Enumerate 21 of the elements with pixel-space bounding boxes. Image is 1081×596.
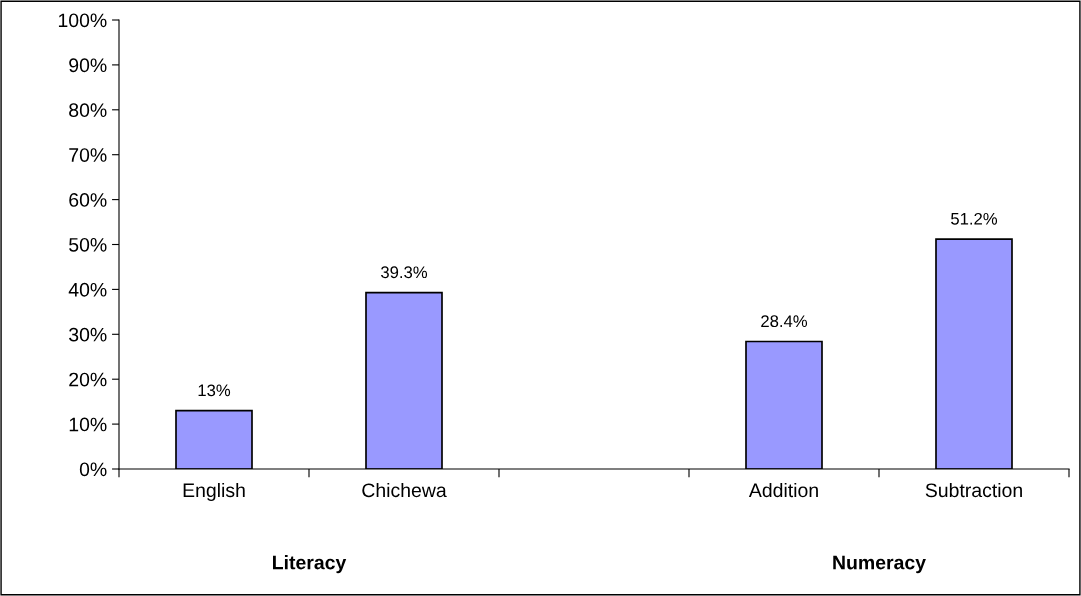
y-tick-label: 0% [79, 462, 107, 477]
data-label: 51.2% [951, 212, 998, 225]
x-tick-label: Chichewa [362, 482, 447, 498]
y-tick-label: 90% [69, 58, 107, 73]
y-tick-label: 30% [69, 327, 107, 342]
y-tick-label: 40% [68, 282, 107, 297]
x-tick-label: Addition [748, 482, 818, 498]
data-label: 13% [198, 384, 231, 397]
y-tick-label: 70% [69, 148, 107, 162]
y-tick-label: 20% [69, 372, 107, 387]
x-tick-label: Subtraction [925, 482, 1022, 498]
y-tick-label: 50% [69, 237, 107, 252]
data-label: 39.3% [381, 266, 428, 279]
text: Numeracy [833, 555, 926, 574]
data-label: 28.4% [761, 315, 808, 328]
text: Literacy [273, 555, 347, 574]
x-tick-label: English [183, 482, 245, 502]
y-tick-label: 60% [69, 193, 107, 207]
y-tick-label: 100% [58, 13, 107, 28]
y-tick-label: 80% [69, 103, 107, 118]
y-tick-label: 10% [69, 417, 107, 432]
